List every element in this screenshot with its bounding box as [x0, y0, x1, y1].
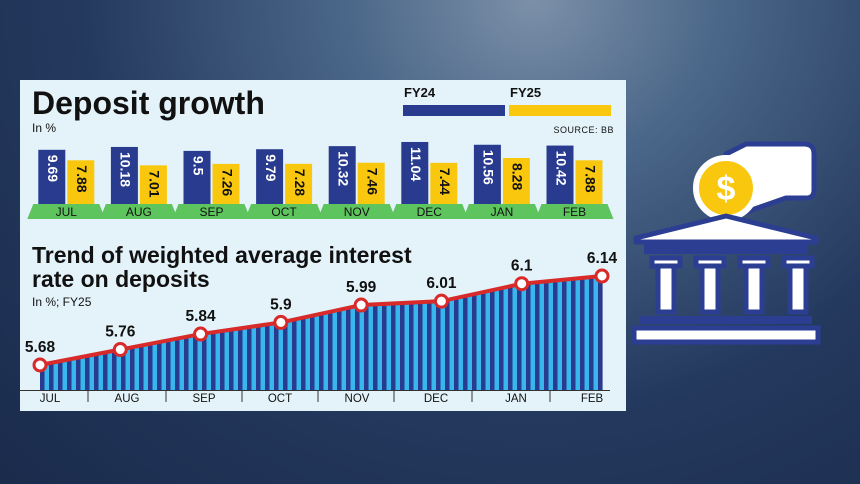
category-tab-dec — [390, 204, 469, 219]
area-stripes — [40, 276, 603, 390]
point-value-label-feb: 6.14 — [587, 250, 618, 267]
bar-value-label-fy25-oct: 7.28 — [292, 169, 308, 196]
category-tab-sep — [172, 204, 251, 219]
x-tick-label-nov: NOV — [345, 393, 370, 405]
bar-fy25-jan — [502, 157, 530, 206]
x-tick-label-oct: OCT — [268, 393, 292, 405]
point-value-label-jul: 5.68 — [25, 339, 56, 356]
point-value-label-nov: 5.99 — [346, 279, 377, 296]
point-marker-feb — [594, 268, 610, 284]
bar-fy25-sep — [212, 163, 240, 206]
category-label-jan: JAN — [491, 205, 514, 219]
bar-fy24-sep — [183, 150, 211, 206]
legend-fy25-label: FY25 — [510, 85, 541, 100]
category-label-jul: JUL — [56, 205, 78, 219]
line-chart-title-line-2: rate on deposits — [32, 266, 210, 292]
category-tab-nov — [317, 204, 396, 219]
bar-value-label-fy25-jan: 8.28 — [510, 163, 526, 190]
chart-source: SOURCE: BB — [553, 125, 614, 135]
bar-fy24-aug — [110, 146, 138, 206]
point-marker-oct — [273, 314, 289, 330]
bar-fy24-feb — [546, 145, 574, 206]
line-chart-subtitle: In %; FY25 — [32, 295, 92, 309]
x-tick-label-aug: AUG — [115, 393, 140, 405]
category-label-nov: NOV — [344, 205, 370, 219]
legend-fy24-swatch — [403, 105, 505, 116]
line-chart-title-line-1: Trend of weighted average interest — [32, 242, 412, 268]
x-tick-label-dec: DEC — [424, 393, 448, 405]
bar-value-label-fy25-sep: 7.26 — [219, 169, 235, 196]
point-marker-sep — [193, 326, 209, 342]
point-value-label-dec: 6.01 — [426, 275, 457, 292]
category-tab-jul — [27, 204, 106, 219]
x-tick-label-feb: FEB — [581, 393, 604, 405]
bar-fy25-feb — [575, 160, 603, 206]
category-label-oct: OCT — [271, 205, 297, 219]
bar-value-label-fy24-jan: 10.56 — [481, 150, 497, 185]
bar-fy25-jul — [67, 160, 95, 206]
point-marker-nov — [353, 297, 369, 313]
bank-coin-icon: $ — [626, 140, 836, 350]
point-marker-aug — [112, 342, 128, 358]
bar-chart-subtitle: In % — [32, 121, 56, 135]
category-tab-oct — [245, 204, 324, 219]
bar-value-label-fy24-sep: 9.5 — [190, 156, 206, 176]
bar-value-label-fy25-aug: 7.01 — [147, 170, 163, 197]
chart-canvas: Deposit growth In % FY24 FY25 SOURCE: BB… — [20, 85, 617, 405]
category-label-dec: DEC — [417, 205, 443, 219]
bar-fy25-aug — [139, 165, 167, 206]
bar-fy24-dec — [401, 141, 429, 206]
deposit-growth-bars: 9.69 7.88 JUL 10.18 7.01 AUG 9.5 7.26 SEP 9.79 7.2… — [27, 141, 614, 219]
category-label-aug: AUG — [126, 205, 152, 219]
bar-value-label-fy25-dec: 7.44 — [437, 168, 453, 195]
x-tick-label-jul: JUL — [40, 393, 61, 405]
bar-value-label-fy24-oct: 9.79 — [263, 154, 279, 181]
bar-value-label-fy25-jul: 7.88 — [74, 165, 90, 192]
point-value-label-oct: 5.9 — [270, 296, 292, 313]
category-label-feb: FEB — [563, 205, 586, 219]
point-marker-dec — [433, 293, 449, 309]
bar-value-label-fy25-feb: 7.88 — [582, 165, 598, 192]
bar-chart-title: Deposit growth — [32, 85, 265, 121]
bar-value-label-fy24-nov: 10.32 — [335, 151, 351, 186]
bar-fy25-nov — [357, 162, 385, 206]
point-marker-jul — [32, 357, 48, 373]
bar-fy24-jul — [38, 149, 66, 206]
x-tick-label-jan: JAN — [505, 393, 527, 405]
bar-fy24-jan — [473, 144, 501, 206]
legend-fy24-label: FY24 — [404, 85, 436, 100]
bar-fy25-dec — [430, 162, 458, 206]
infographic-panel: Deposit growth In % FY24 FY25 SOURCE: BB… — [20, 80, 626, 411]
point-value-label-sep: 5.84 — [185, 308, 216, 325]
bar-fy24-nov — [328, 146, 356, 206]
point-value-label-aug: 5.76 — [105, 324, 136, 341]
bar-value-label-fy24-aug: 10.18 — [118, 152, 134, 187]
bar-value-label-fy24-jul: 9.69 — [45, 155, 61, 182]
category-tab-jan — [462, 204, 541, 219]
point-marker-jan — [514, 276, 530, 292]
x-tick-label-sep: SEP — [192, 393, 215, 405]
bar-fy25-oct — [285, 163, 313, 206]
bar-value-label-fy25-nov: 7.46 — [364, 168, 380, 195]
point-value-label-jan: 6.1 — [511, 258, 533, 275]
category-tab-aug — [99, 204, 178, 219]
bar-value-label-fy24-dec: 11.04 — [408, 147, 424, 181]
bar-fy24-oct — [256, 149, 284, 206]
interest-rate-line — [39, 274, 603, 367]
interest-rate-line-chart: JUL AUG SEP OCT NOV DEC JAN FEB 5.68 5.76 5.84 5.9 5… — [20, 250, 617, 405]
dollar-icon: $ — [717, 170, 736, 208]
bar-value-label-fy24-feb: 10.42 — [553, 151, 569, 186]
category-label-sep: SEP — [199, 205, 223, 219]
category-tab-feb — [535, 204, 614, 219]
legend-fy25-swatch — [509, 105, 611, 116]
